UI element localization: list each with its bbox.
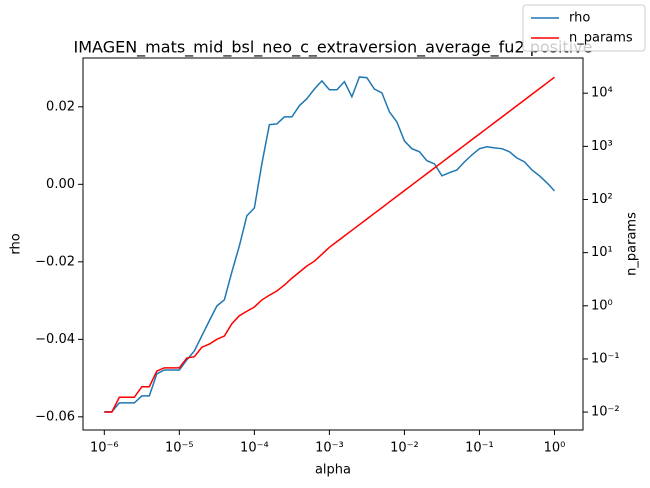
y2-tick-label: 10¹ [591,245,613,260]
legend-box [522,4,646,52]
line-series [104,76,555,413]
y2-tick-label: 10² [591,192,613,207]
y2-tick-label: 10³ [591,139,613,154]
x-tick-label: 10⁻⁶ [90,441,119,456]
x-tick-label: 10⁻⁵ [165,441,194,456]
x-axis-label: alpha [315,463,351,478]
y-axis-label: rho [9,233,24,254]
x-tick-label: 10⁻³ [315,441,344,456]
y2-tick-label: 10⁰ [591,298,613,313]
plot-frame [82,57,584,431]
y-tick-label: −0.02 [35,254,75,269]
y-tick-label: −0.04 [35,332,75,347]
line-series [104,76,556,413]
x-tick-label: 10⁰ [544,441,566,456]
x-tick-label: 10⁻⁴ [240,441,269,456]
y-tick-label: 0.02 [46,99,75,114]
y2-tick-label: 10⁻¹ [591,351,620,366]
legend-label: rho [569,11,590,26]
y-tick-label: −0.06 [35,409,75,424]
y-tick-label: 0.00 [46,177,75,192]
y2-axis-label: n_params [625,212,640,276]
y2-tick-label: 10⁻² [591,405,620,420]
chart-title: IMAGEN_mats_mid_bsl_neo_c_extraversion_a… [74,38,593,58]
legend-label: n_params [569,31,633,46]
x-tick-label: 10⁻¹ [465,441,494,456]
x-tick-label: 10⁻² [390,441,419,456]
y2-tick-label: 10⁴ [591,86,613,101]
